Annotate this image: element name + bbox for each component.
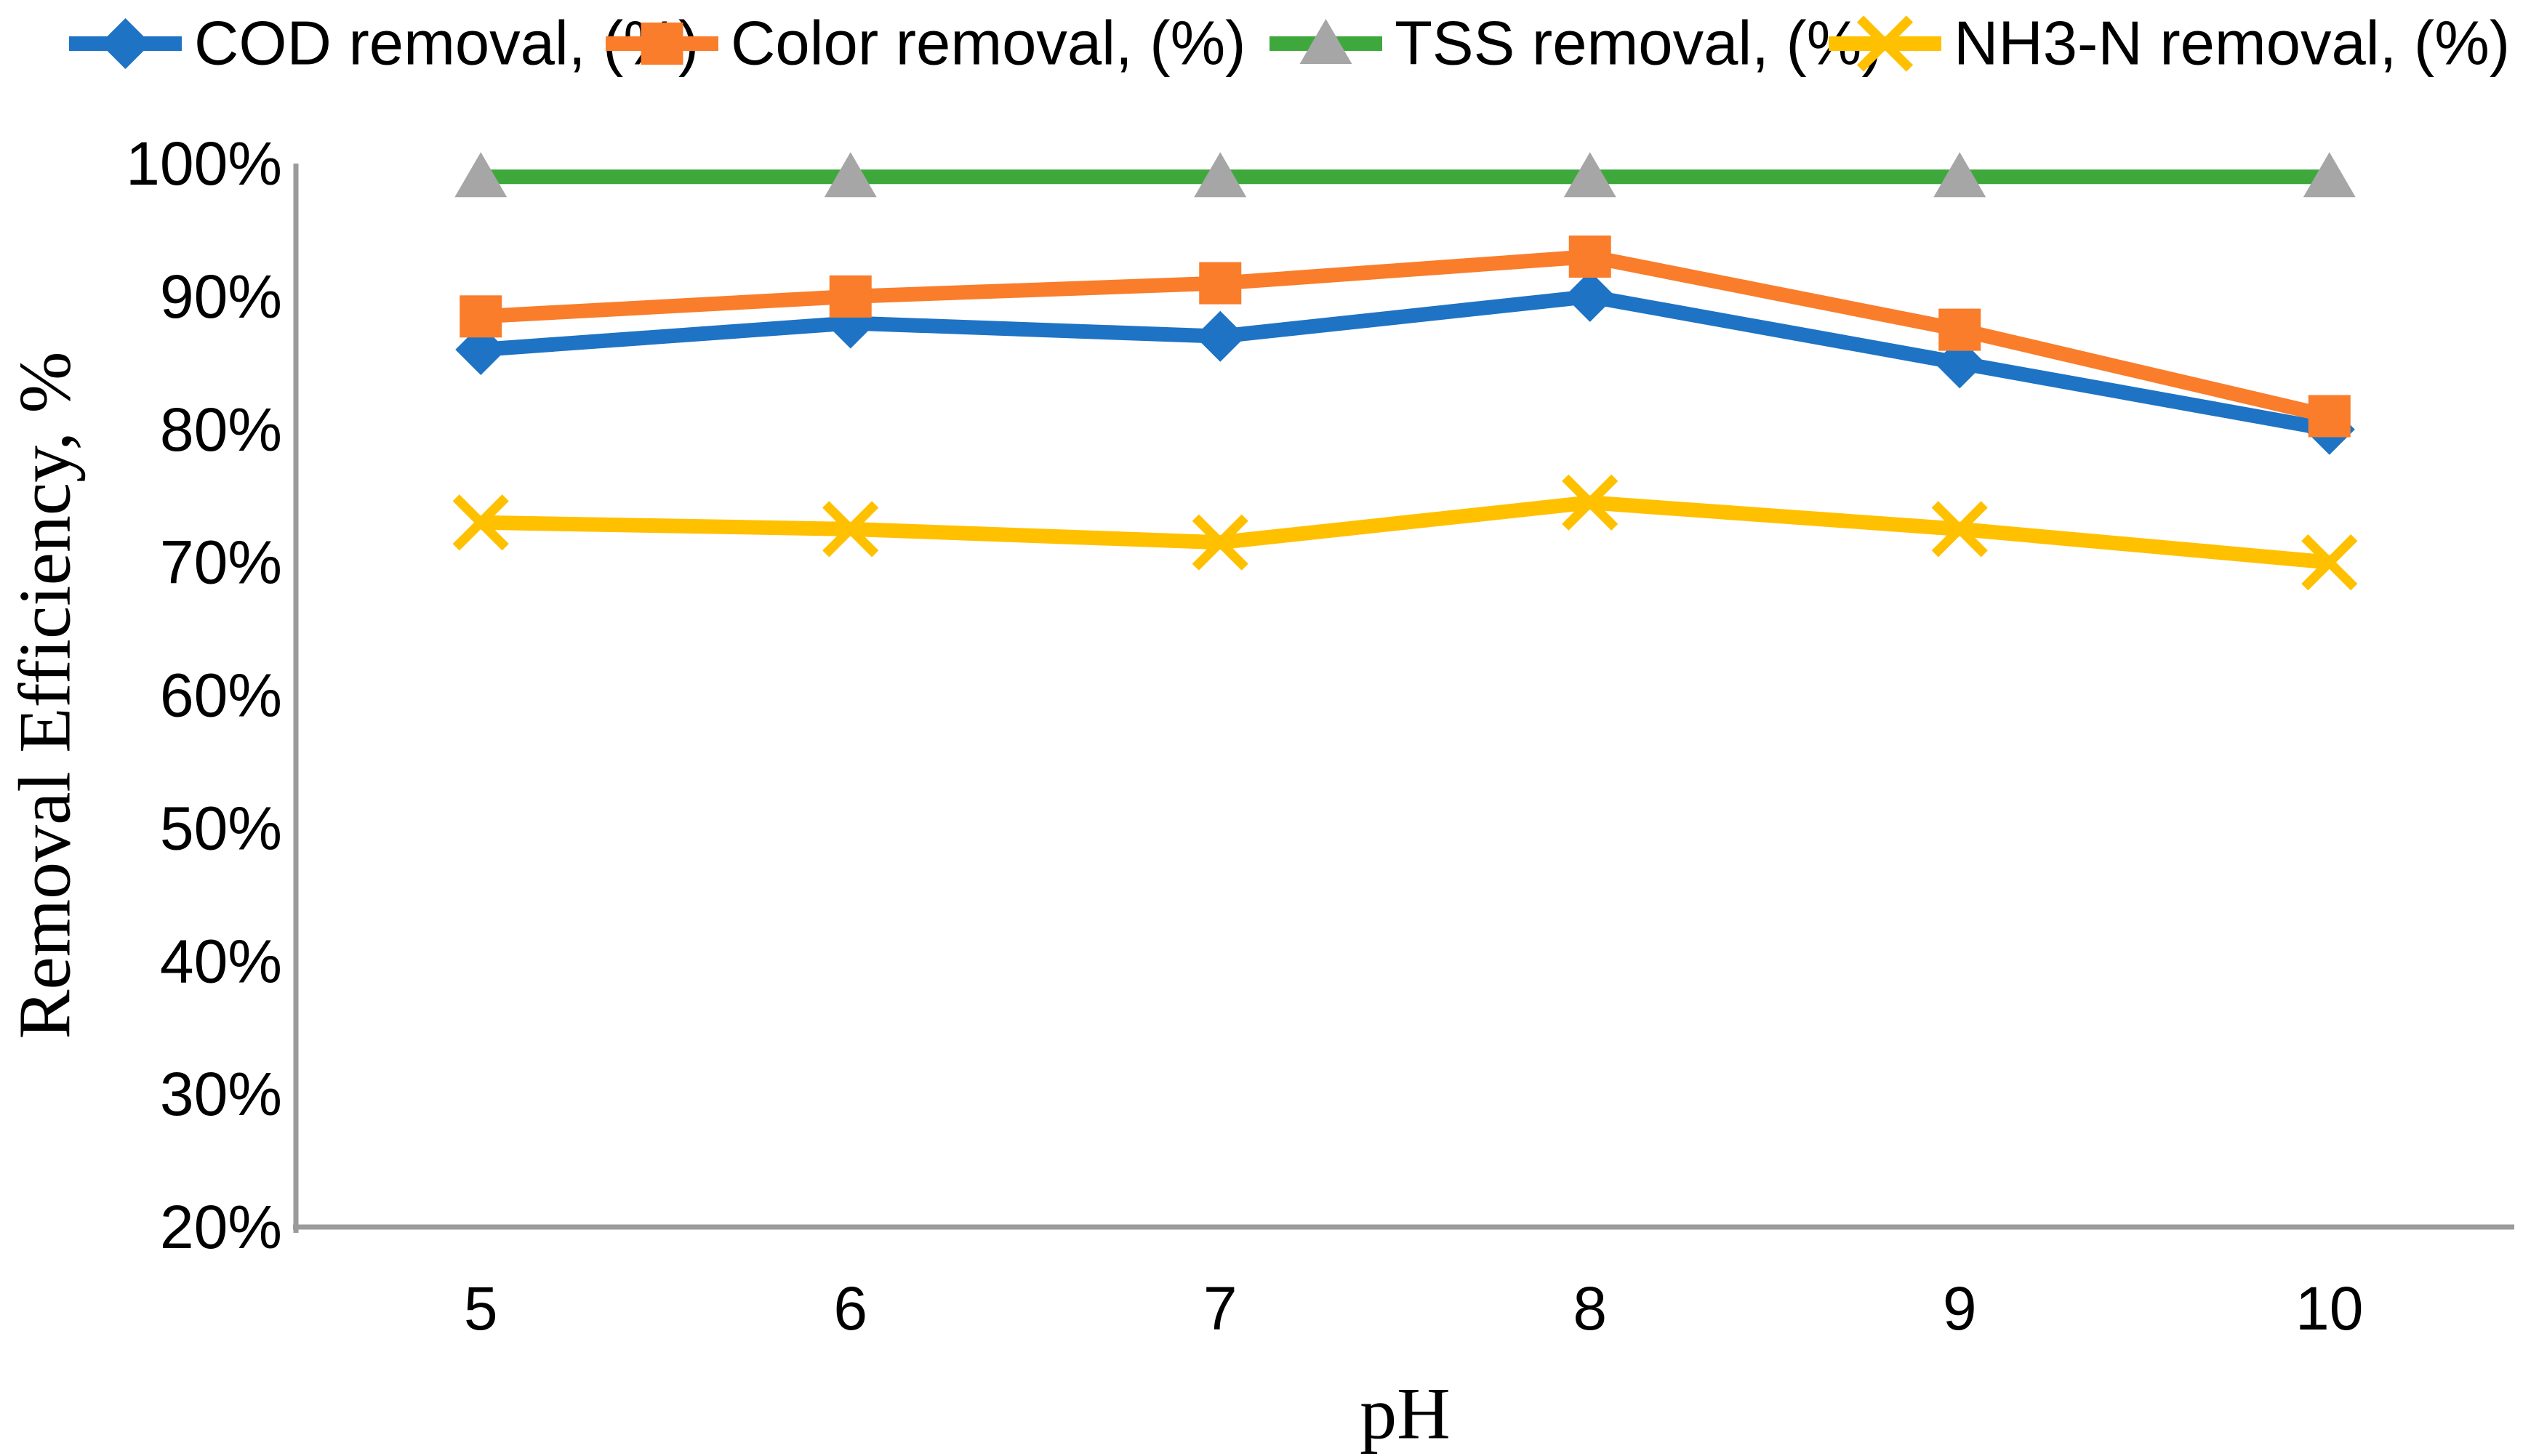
legend-item: TSS removal, (%) [1269,9,1882,79]
legend-diamond-icon [100,18,151,69]
legend-label: TSS removal, (%) [1395,9,1882,79]
y-tick-label: 60% [160,661,282,730]
y-tick-label: 80% [160,395,282,464]
y-tick-label: 70% [160,528,282,597]
data-point-marker [460,295,502,338]
series-square [460,236,2351,438]
y-tick-labels: 20% 30% 40% 50% 60% 70% 80% 90% 100% [126,129,282,1261]
x-axis-title: pH [1360,1373,1451,1455]
y-tick-label: 20% [160,1193,282,1261]
data-point-marker [822,501,879,558]
data-point-marker [1568,236,1611,278]
y-tick-label: 90% [160,262,282,331]
data-point-marker [1938,308,1981,351]
data-point-marker [2303,152,2356,198]
legend-x-icon [1856,15,1914,72]
legend-triangle-icon [1299,19,1352,64]
data-point-marker [1564,270,1616,322]
x-tick-label: 6 [833,1274,867,1343]
x-tick-labels: 5 6 7 8 9 10 [464,1274,2364,1343]
series-line [480,249,2332,424]
data-point-marker [452,494,509,551]
legend-item: COD removal, (%) [69,9,699,79]
x-tick-label: 5 [464,1274,498,1343]
legend-label: Color removal, (%) [731,9,1246,79]
legend-item: NH3-N removal, (%) [1829,9,2510,79]
legend-label: NH3-N removal, (%) [1954,9,2510,79]
data-point-marker [1199,262,1242,305]
data-point-marker [824,152,877,198]
data-point-marker [1563,152,1616,198]
series-line [480,289,2331,437]
legend: COD removal, (%) Color removal, (%) TSS re… [69,9,2510,79]
y-tick-label: 100% [126,129,282,198]
data-point-marker [2308,395,2351,438]
data-point-marker [1931,501,1988,558]
data-point-marker [1933,152,1986,198]
series-line [481,495,2330,570]
x-tick-label: 7 [1203,1274,1238,1343]
data-point-marker [1194,152,1247,198]
data-point-marker [1192,514,1248,571]
series-x [452,474,2358,591]
y-tick-label: 50% [160,794,282,862]
legend-square-icon [641,23,683,65]
x-tick-label: 10 [2295,1274,2363,1343]
axes [293,164,2514,1233]
data-point-marker [829,275,872,318]
x-tick-label: 8 [1573,1274,1607,1343]
data-point-marker [1195,310,1246,362]
series-triangle [454,152,2356,198]
legend-item: Color removal, (%) [606,9,1246,79]
data-point-marker [454,152,508,198]
data-point-marker [2301,534,2358,591]
data-point-marker [1562,474,1619,531]
y-tick-label: 30% [160,1060,282,1128]
y-axis-title: Removal Efficiency, % [4,352,87,1039]
y-tick-label: 40% [160,927,282,995]
x-tick-label: 9 [1943,1274,1977,1343]
